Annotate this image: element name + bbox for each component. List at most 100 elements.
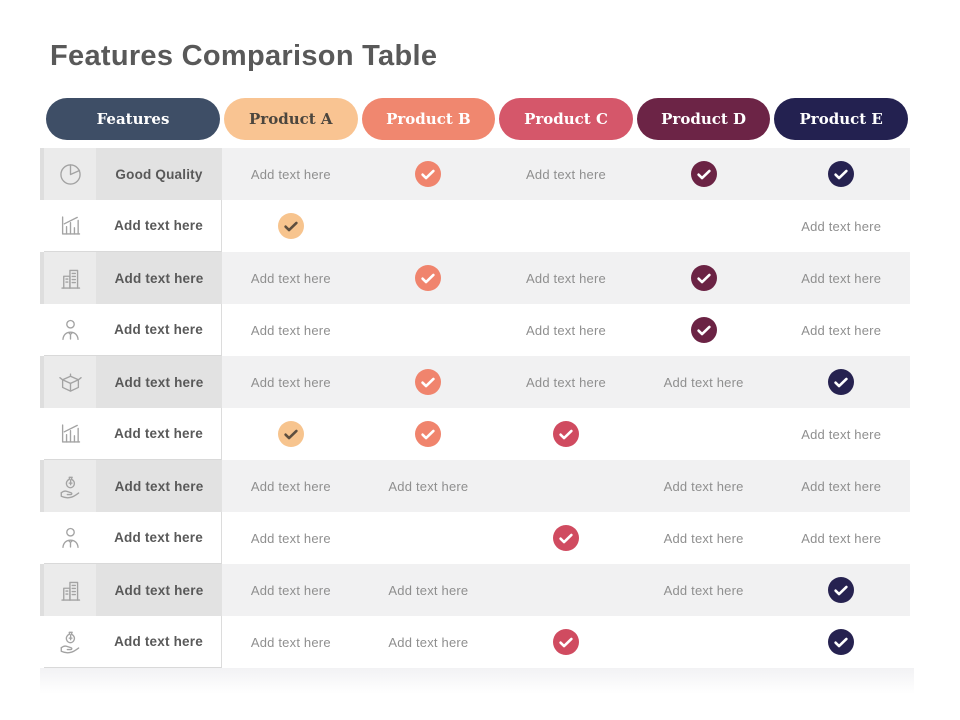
feature-label-cell[interactable]: Add text here xyxy=(96,512,222,564)
cell-product-d xyxy=(635,616,773,668)
cell-product-a[interactable]: Add text here xyxy=(222,148,360,200)
check-icon xyxy=(415,369,442,395)
cell-product-d[interactable]: Add text here xyxy=(634,564,773,616)
feature-label-cell[interactable]: Add text here xyxy=(96,564,222,616)
cell-product-e[interactable]: Add text here xyxy=(772,252,910,304)
cell-product-c[interactable]: Add text here xyxy=(497,304,635,356)
cell-product-a[interactable]: Add text here xyxy=(222,512,360,564)
hand-money-icon xyxy=(60,631,79,654)
table-header: Features Product A Product B Product C Produ… xyxy=(44,98,910,140)
cell-product-c[interactable]: Add text here xyxy=(497,148,635,200)
cell-product-b xyxy=(359,252,498,304)
feature-icon-cell xyxy=(44,304,96,356)
table-row: Add text here Add text here Add text here xyxy=(40,616,914,668)
cell-product-a xyxy=(222,408,360,460)
hand-money-icon xyxy=(60,476,79,498)
feature-icon-cell xyxy=(44,616,96,668)
placeholder-text: Add text here xyxy=(663,374,744,390)
cell-product-e xyxy=(772,616,910,668)
feature-label-cell[interactable]: Add text here xyxy=(96,356,222,408)
feature-label-cell[interactable]: Add text here xyxy=(96,304,222,356)
cell-product-b xyxy=(360,200,498,252)
check-icon xyxy=(690,265,717,291)
cell-product-a[interactable]: Add text here xyxy=(222,616,360,668)
cell-product-c[interactable]: Add text here xyxy=(497,252,635,304)
placeholder-text: Add text here xyxy=(250,530,331,546)
cell-product-d[interactable]: Add text here xyxy=(634,460,773,512)
feature-label: Add text here xyxy=(114,218,203,233)
placeholder-text: Add text here xyxy=(801,530,882,546)
cell-product-e[interactable]: Add text here xyxy=(772,408,910,460)
cell-product-e[interactable]: Add text here xyxy=(772,304,910,356)
cell-product-b xyxy=(359,356,498,408)
placeholder-text: Add text here xyxy=(801,426,882,442)
placeholder-text: Add text here xyxy=(250,478,331,494)
cell-product-e[interactable]: Add text here xyxy=(772,200,910,252)
placeholder-text: Add text here xyxy=(526,270,606,286)
placeholder-text: Add text here xyxy=(250,270,331,286)
feature-label-cell[interactable]: Add text here xyxy=(96,460,222,512)
feature-icon-cell xyxy=(44,252,96,304)
cell-product-b xyxy=(360,512,498,564)
placeholder-text: Add text here xyxy=(250,322,331,338)
feature-label: Add text here xyxy=(114,426,203,441)
feature-label-cell[interactable]: Add text here xyxy=(96,252,222,304)
feature-label-cell[interactable]: Good Quality xyxy=(96,148,222,200)
cell-product-a[interactable]: Add text here xyxy=(222,304,360,356)
feature-label-cell[interactable]: Add text here xyxy=(96,616,222,668)
check-icon xyxy=(828,629,855,655)
placeholder-text: Add text here xyxy=(526,166,606,182)
placeholder-text: Add text here xyxy=(388,478,469,494)
cell-product-b[interactable]: Add text here xyxy=(359,460,498,512)
placeholder-text: Add text here xyxy=(663,582,744,598)
cell-product-a[interactable]: Add text here xyxy=(222,460,360,512)
cell-product-c xyxy=(497,408,635,460)
column-header-product-e[interactable]: Product E xyxy=(774,98,908,140)
column-header-product-b[interactable]: Product B xyxy=(361,98,496,140)
building-icon xyxy=(60,581,80,601)
cell-product-b[interactable]: Add text here xyxy=(359,564,498,616)
cell-product-a[interactable]: Add text here xyxy=(222,356,360,408)
cell-product-d xyxy=(635,408,773,460)
check-icon xyxy=(415,421,442,447)
placeholder-text: Add text here xyxy=(388,634,469,650)
placeholder-text: Add text here xyxy=(526,374,606,390)
check-icon xyxy=(690,317,717,343)
cell-product-d[interactable]: Add text here xyxy=(635,512,773,564)
feature-label: Good Quality xyxy=(115,166,203,182)
cell-product-c[interactable]: Add text here xyxy=(497,356,635,408)
table-row: Add text here Add text here Add text here A… xyxy=(40,460,914,512)
column-header-product-a[interactable]: Product A xyxy=(224,98,358,140)
check-icon xyxy=(277,421,304,447)
feature-icon-cell xyxy=(44,564,96,616)
column-header-product-d[interactable]: Product D xyxy=(636,98,771,140)
cell-product-a[interactable]: Add text here xyxy=(222,564,360,616)
table-row: Good Quality Add text here Add text here xyxy=(40,148,914,200)
placeholder-text: Add text here xyxy=(250,634,331,650)
column-header-features[interactable]: Features xyxy=(46,98,220,140)
check-icon xyxy=(552,629,579,655)
feature-label-cell[interactable]: Add text here xyxy=(96,408,222,460)
check-icon xyxy=(552,421,579,447)
check-icon xyxy=(828,369,855,395)
cell-product-b xyxy=(360,408,498,460)
cell-product-a[interactable]: Add text here xyxy=(222,252,360,304)
feature-icon-cell xyxy=(44,356,96,408)
cell-product-d[interactable]: Add text here xyxy=(634,356,773,408)
feature-label: Add text here xyxy=(114,478,204,494)
check-icon xyxy=(552,525,579,551)
cell-product-b[interactable]: Add text here xyxy=(360,616,498,668)
bar-chart-icon xyxy=(61,424,80,443)
cell-product-c xyxy=(497,512,635,564)
cell-product-e[interactable]: Add text here xyxy=(772,460,910,512)
column-header-product-c[interactable]: Product C xyxy=(499,98,633,140)
cell-product-e[interactable]: Add text here xyxy=(772,512,910,564)
table-row: Add text here Add text here xyxy=(40,408,914,460)
feature-label-cell[interactable]: Add text here xyxy=(96,200,222,252)
building-icon xyxy=(60,269,80,289)
table-row: Add text here Add text here Add text here … xyxy=(40,304,914,356)
feature-icon-cell xyxy=(44,200,96,252)
cell-product-d xyxy=(634,252,773,304)
placeholder-text: Add text here xyxy=(663,478,744,494)
